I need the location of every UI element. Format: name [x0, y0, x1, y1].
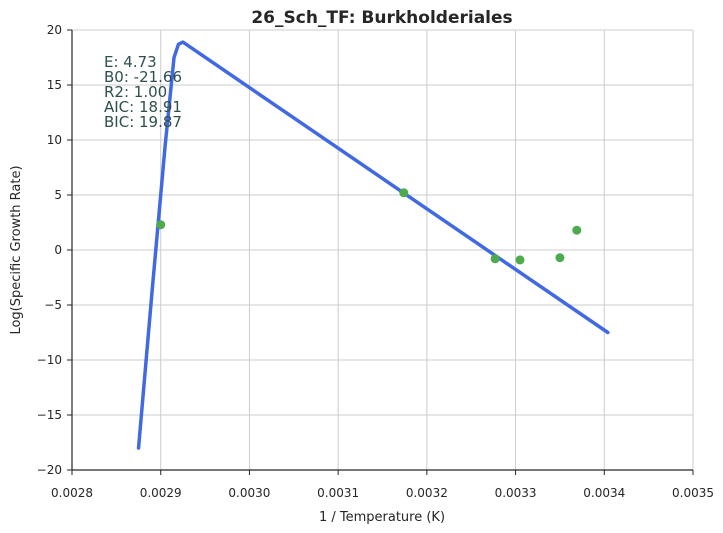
- fit-stat-annotation: BIC: 19.87: [104, 113, 182, 131]
- x-axis-label: 1 / Temperature (K): [319, 510, 445, 525]
- fit-stat-annotation: R2: 1.00: [104, 83, 167, 101]
- y-tick-label: 5: [54, 188, 62, 202]
- data-point: [515, 255, 525, 265]
- data-point: [156, 220, 166, 230]
- fit-line: [136, 40, 610, 450]
- chart-title: 26_Sch_TF: Burkholderiales: [251, 8, 512, 28]
- x-tick-label: 0.0032: [406, 486, 448, 500]
- data-point: [490, 254, 500, 264]
- y-tick-label: 0: [54, 243, 62, 257]
- y-tick-label: −20: [37, 463, 62, 477]
- data-point: [555, 253, 565, 263]
- y-tick-label: 15: [47, 78, 62, 92]
- fit-stat-annotation: E: 4.73: [104, 53, 157, 71]
- x-tick-label: 0.0029: [140, 486, 182, 500]
- y-axis-label: Log(Specific Growth Rate): [9, 165, 24, 334]
- fit-stat-annotation: B0: -21.66: [104, 68, 182, 86]
- y-tick-label: 10: [47, 133, 62, 147]
- fit-stat-annotation: AIC: 18.91: [104, 98, 182, 116]
- x-tick-label: 0.0034: [583, 486, 625, 500]
- data-point: [399, 188, 409, 198]
- y-tick-label: −5: [44, 298, 62, 312]
- x-tick-label: 0.0028: [51, 486, 93, 500]
- y-tick-label: −15: [37, 408, 62, 422]
- x-tick-label: 0.0031: [317, 486, 359, 500]
- data-point: [572, 225, 582, 235]
- y-tick-label: 20: [47, 23, 62, 37]
- x-tick-label: 0.0035: [672, 486, 714, 500]
- x-tick-label: 0.0033: [495, 486, 537, 500]
- y-tick-label: −10: [37, 353, 62, 367]
- x-tick-label: 0.0030: [228, 486, 270, 500]
